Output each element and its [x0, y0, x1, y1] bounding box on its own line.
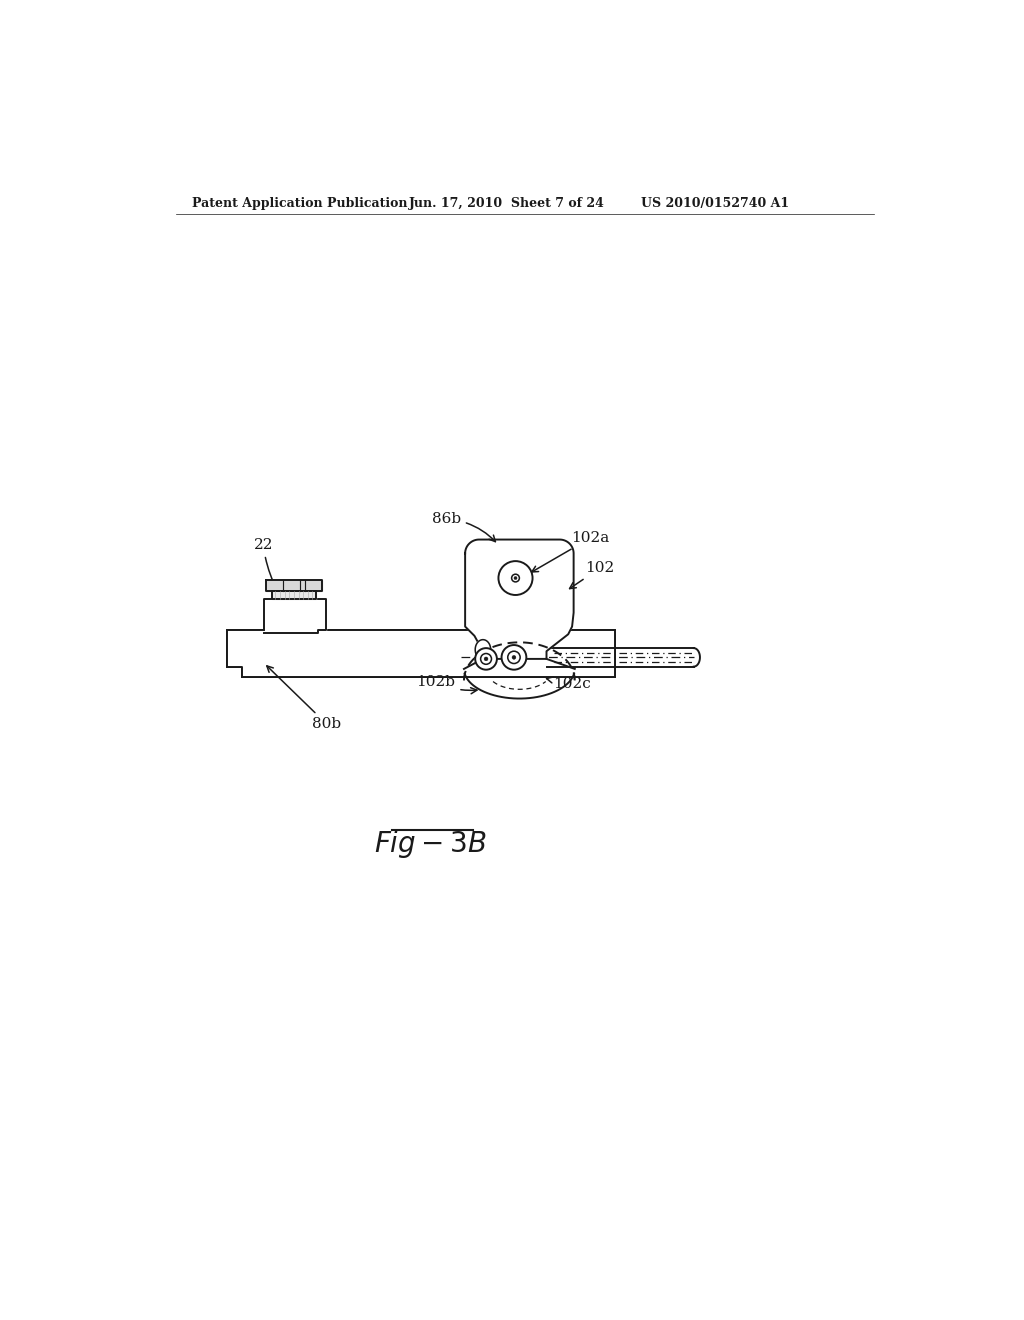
Text: 22: 22	[254, 539, 276, 590]
Text: 102: 102	[569, 561, 614, 589]
Text: $\it{Fig-3B}$: $\it{Fig-3B}$	[374, 829, 486, 861]
Text: 102a: 102a	[531, 531, 609, 572]
Text: US 2010/0152740 A1: US 2010/0152740 A1	[641, 197, 790, 210]
Text: 102c: 102c	[547, 677, 591, 692]
Text: 102b: 102b	[417, 675, 477, 694]
Circle shape	[502, 645, 526, 669]
Text: Patent Application Publication: Patent Application Publication	[191, 197, 408, 210]
Polygon shape	[227, 630, 614, 677]
Text: 80b: 80b	[267, 665, 342, 731]
Circle shape	[484, 657, 488, 661]
Polygon shape	[266, 581, 322, 591]
Polygon shape	[263, 599, 326, 634]
Circle shape	[512, 656, 516, 659]
Polygon shape	[465, 540, 573, 659]
Polygon shape	[272, 591, 315, 599]
Polygon shape	[475, 640, 490, 660]
Text: 86b: 86b	[432, 512, 496, 541]
Text: Jun. 17, 2010  Sheet 7 of 24: Jun. 17, 2010 Sheet 7 of 24	[410, 197, 605, 210]
Circle shape	[475, 648, 497, 669]
Circle shape	[514, 577, 517, 579]
